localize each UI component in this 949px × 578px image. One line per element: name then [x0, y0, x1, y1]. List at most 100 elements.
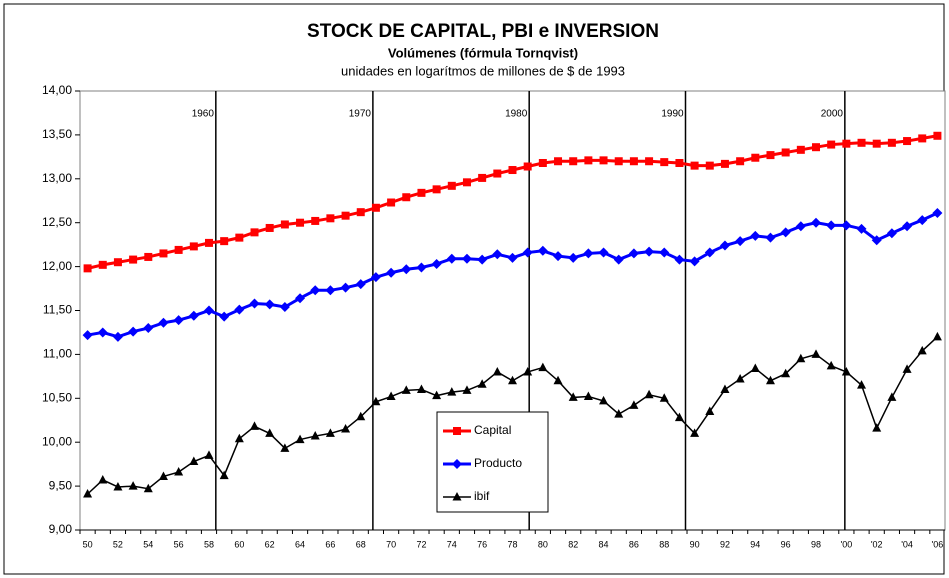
marker [386, 391, 396, 401]
marker [189, 456, 199, 466]
y-tick-label: 11,00 [43, 347, 72, 361]
marker [296, 218, 305, 227]
marker [462, 385, 472, 394]
x-tick-label: 88 [659, 539, 669, 549]
marker [295, 434, 305, 444]
marker [129, 255, 138, 264]
x-tick-label: 94 [750, 539, 760, 549]
marker [113, 481, 123, 491]
marker [446, 253, 457, 264]
marker [477, 379, 487, 388]
marker [584, 156, 593, 165]
marker [750, 363, 760, 372]
marker [356, 411, 366, 421]
marker [447, 181, 456, 190]
marker [265, 428, 275, 437]
x-tick-label: 92 [720, 539, 730, 549]
legend-label: ibif [474, 489, 490, 503]
marker [857, 138, 866, 147]
marker [98, 474, 108, 484]
marker [903, 137, 912, 146]
marker [220, 237, 229, 246]
marker [629, 400, 639, 409]
marker [932, 331, 942, 341]
x-tick-label: 58 [204, 539, 214, 549]
marker [554, 157, 563, 166]
marker [719, 240, 730, 251]
marker [173, 315, 184, 326]
y-tick-label: 10,00 [42, 434, 72, 448]
marker [386, 267, 397, 278]
x-tick-label: 86 [629, 539, 639, 549]
y-tick-label: 12,00 [42, 259, 72, 273]
marker [644, 389, 654, 399]
marker [356, 208, 365, 217]
marker [143, 483, 153, 493]
marker [310, 431, 320, 440]
marker [781, 148, 790, 157]
marker [553, 251, 564, 262]
marker [735, 236, 746, 247]
x-tick-label: 98 [811, 539, 821, 549]
marker [113, 258, 122, 267]
marker [461, 253, 472, 264]
marker [704, 247, 715, 258]
marker [796, 145, 805, 154]
marker [674, 412, 684, 422]
marker [507, 252, 518, 263]
marker [371, 203, 380, 212]
marker [310, 285, 321, 296]
marker [583, 248, 594, 259]
marker [598, 247, 609, 258]
legend-label: Capital [474, 423, 511, 437]
marker [827, 140, 836, 149]
marker [857, 380, 867, 389]
marker [477, 254, 488, 265]
marker [538, 362, 548, 372]
marker [614, 409, 624, 418]
y-tick-label: 11,50 [43, 303, 72, 317]
marker [371, 396, 381, 406]
marker [523, 162, 532, 171]
marker [811, 349, 821, 358]
marker [614, 157, 623, 166]
marker [690, 428, 700, 437]
marker [902, 221, 913, 232]
marker [234, 433, 244, 443]
marker [144, 252, 153, 261]
marker [83, 264, 92, 273]
marker [781, 368, 791, 378]
marker [613, 254, 624, 265]
marker [553, 375, 563, 385]
x-tick-label: 76 [477, 539, 487, 549]
marker [841, 220, 852, 231]
marker [736, 157, 745, 166]
marker [659, 393, 669, 402]
marker [917, 215, 928, 226]
marker [159, 249, 168, 258]
marker [416, 262, 427, 273]
marker [355, 279, 366, 290]
marker [887, 392, 897, 401]
marker [690, 161, 699, 170]
x-tick-label: 74 [447, 539, 457, 549]
marker [158, 317, 169, 328]
marker [705, 406, 715, 415]
marker [174, 467, 184, 476]
marker [886, 228, 897, 239]
x-tick-label: '04 [901, 539, 913, 549]
marker [872, 139, 881, 148]
marker [402, 193, 411, 202]
marker [645, 157, 654, 166]
x-tick-label: 80 [538, 539, 548, 549]
x-tick-label: 64 [295, 539, 305, 549]
marker [432, 390, 442, 400]
marker [659, 247, 670, 258]
marker [143, 323, 154, 334]
marker [887, 138, 896, 147]
marker [326, 214, 335, 223]
marker [872, 423, 882, 432]
marker [341, 211, 350, 220]
marker [568, 252, 579, 263]
